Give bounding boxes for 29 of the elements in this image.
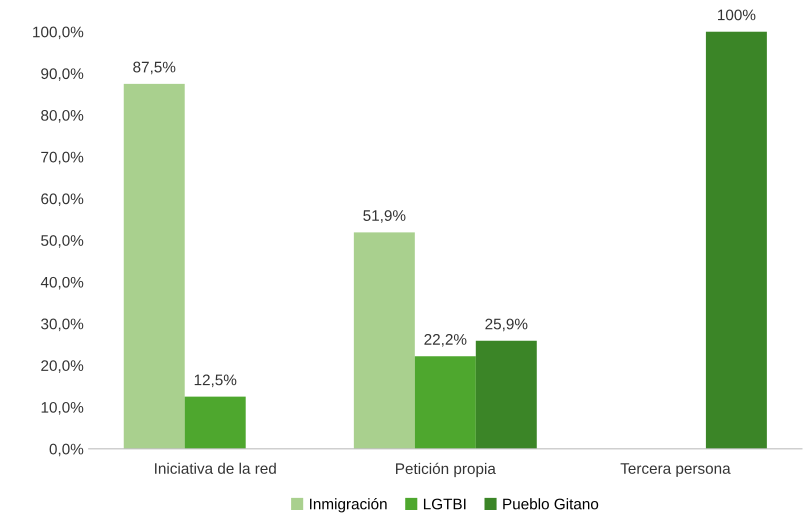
- y-tick-label: 80,0%: [41, 110, 84, 123]
- y-tick-label: 60,0%: [41, 193, 84, 206]
- bar: [414, 356, 476, 449]
- x-tick-label: Petición propia: [396, 462, 496, 478]
- x-tick-label: Tercera persona: [620, 463, 731, 477]
- bar: [706, 32, 767, 449]
- y-tick-label: 0,0%: [50, 444, 84, 456]
- y-tick-label: 70,0%: [41, 152, 84, 164]
- y-tick-label: 100,0%: [33, 26, 84, 40]
- data-label: 51,9%: [363, 210, 406, 223]
- y-tick-label: 90,0%: [41, 68, 84, 81]
- data-label: 25,9%: [485, 318, 528, 332]
- y-tick-label: 20,0%: [41, 360, 84, 373]
- data-label: 87,5%: [133, 62, 176, 74]
- y-tick-label: 10,0%: [42, 402, 84, 415]
- data-label: 100%: [718, 10, 756, 20]
- bar: [476, 340, 537, 449]
- legend-label: LGTBI: [424, 498, 466, 510]
- legend-label: Inmigración: [310, 498, 387, 512]
- bar: [184, 396, 246, 449]
- bar: [124, 84, 185, 449]
- legend-label: Pueblo Gitano: [503, 498, 598, 510]
- y-tick-label: 30,0%: [41, 318, 84, 332]
- x-tick-label: Iniciativa de la red: [155, 462, 276, 474]
- y-tick-label: 50,0%: [41, 235, 84, 248]
- data-label: 12,5%: [194, 374, 236, 388]
- data-label: 22,2%: [424, 334, 466, 347]
- bar: [354, 232, 415, 449]
- y-tick-label: 40,0%: [40, 276, 84, 290]
